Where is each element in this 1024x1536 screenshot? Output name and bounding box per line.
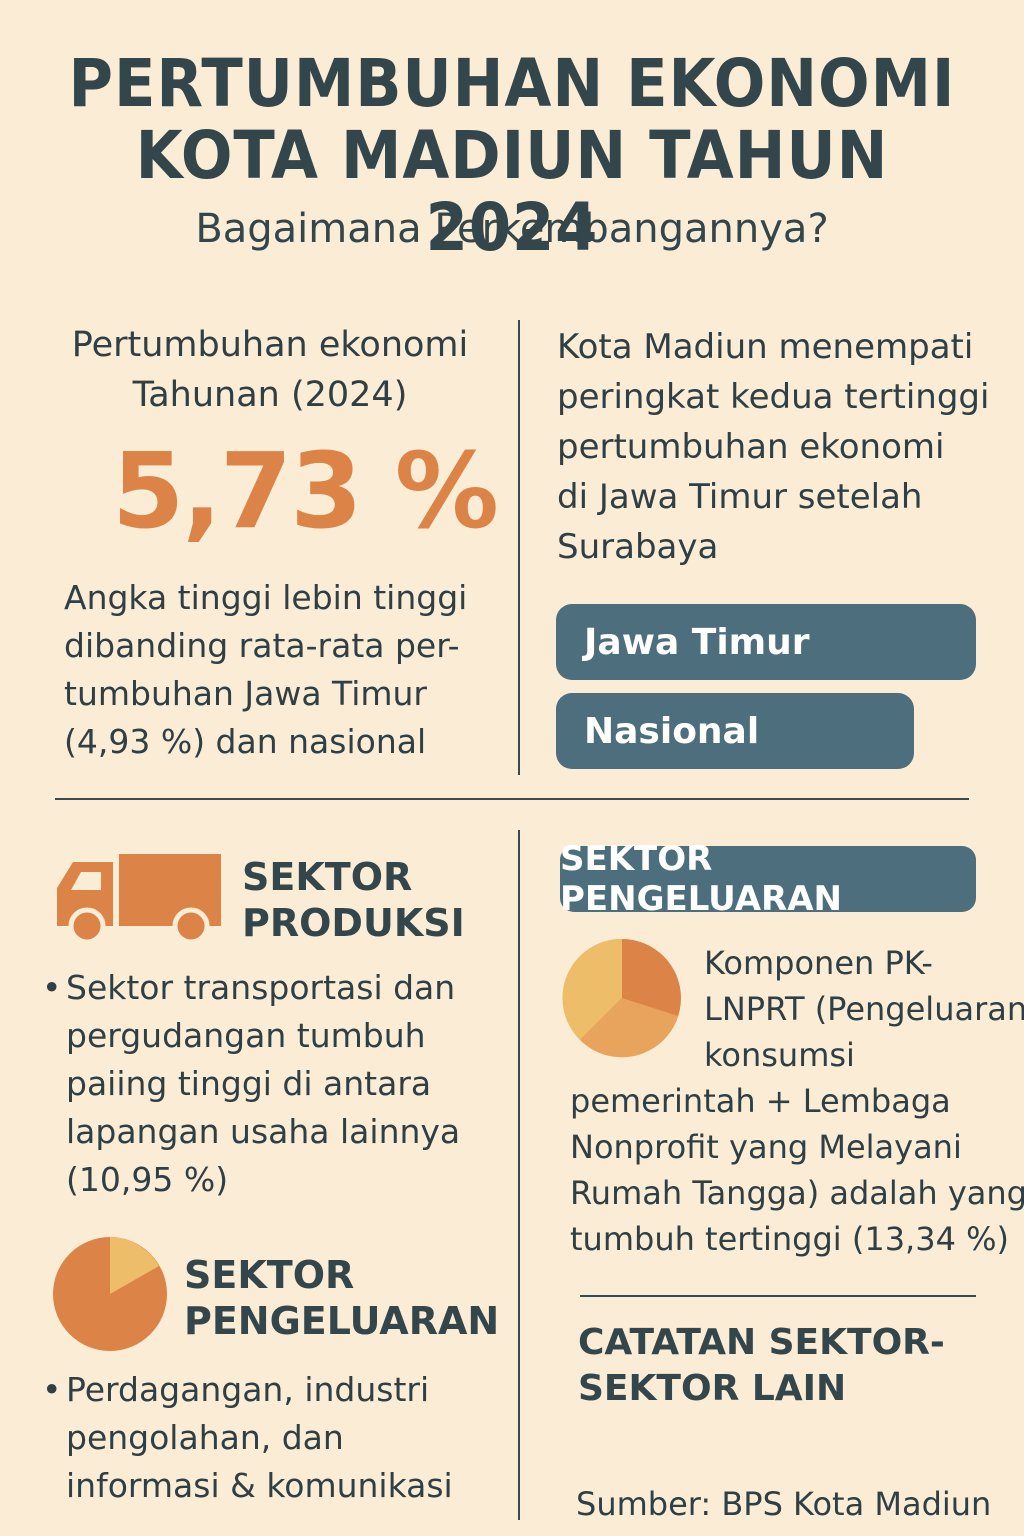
pie-chart-icon (53, 1237, 167, 1351)
bar-nasional: Nasional (556, 693, 914, 769)
produksi-bullet-line: (10,95 %) (66, 1160, 229, 1199)
ranking-desc-line: di Jawa Timur setelah (557, 477, 923, 517)
growth-desc-line: (4,93 %) dan nasional (64, 722, 427, 761)
growth-value: 5,73 % (112, 430, 499, 552)
bullet-dot-icon: • (42, 1370, 62, 1409)
page-subtitle: Bagaimana Perkembangannya? (195, 206, 829, 252)
bottom-vertical-divider (518, 830, 520, 1520)
growth-description: Angka tinggi lebin tinggi dibanding rata… (64, 574, 504, 766)
top-vertical-divider (518, 320, 520, 775)
pengeluaran-right-line: tumbuh tertinggi (13,34 %) (570, 1220, 1009, 1258)
growth-desc-line: tumbuhan Jawa Timur (64, 674, 427, 713)
truck-icon (57, 854, 221, 944)
page-title-line1: PERTUMBUHAN EKONOMI (68, 45, 956, 122)
bar-label: Jawa Timur (584, 621, 810, 663)
pengeluaran-right-tag: SEKTOR PENGELUARAN (560, 839, 976, 919)
source-note: Sumber: BPS Kota Madiun (576, 1485, 992, 1523)
pengeluaran-left-line: pengolahan, dan (66, 1418, 344, 1457)
growth-desc-line: Angka tinggi lebin tinggi (64, 578, 468, 617)
pengeluaran-left-line: Perdagangan, industri (66, 1370, 430, 1409)
pengeluaran-right-line: Nonprofit yang Melayani (570, 1128, 962, 1166)
pengeluaran-right-line: Rumah Tangga) adalah yang (570, 1174, 1024, 1212)
produksi-bullet-line: Sektor transportasi dan (66, 968, 456, 1007)
ranking-desc-line: Surabaya (557, 527, 719, 567)
growth-desc-line: dibanding rata-rata per- (64, 626, 460, 665)
ranking-desc-line: peringkat kedua tertinggi (557, 377, 990, 417)
pengeluaran-left-bullet: • Perdagangan, industri pengolahan, dan … (42, 1366, 512, 1510)
pengeluaran-left-heading: SEKTOR PENGELUARAN (184, 1252, 499, 1344)
bar-jawa-timur: Jawa Timur (556, 604, 976, 680)
pengeluaran-right-desc-top: Komponen PK- LNPRT (Pengeluaran konsumsi (704, 940, 1024, 1078)
catatan-heading-line1: CATATAN SEKTOR- (578, 1322, 945, 1363)
catatan-heading-line2: SEKTOR LAIN (578, 1368, 847, 1409)
growth-heading-line2: Tahunan (2024) (132, 375, 408, 415)
produksi-heading: SEKTOR PRODUKSI (242, 854, 465, 946)
pengeluaran-right-line: konsumsi (704, 1036, 855, 1074)
pengeluaran-right-line: Komponen PK- (704, 944, 933, 982)
pengeluaran-left-heading-line1: SEKTOR (184, 1253, 355, 1297)
catatan-heading: CATATAN SEKTOR- SEKTOR LAIN (578, 1320, 945, 1412)
pengeluaran-right-line: LNPRT (Pengeluaran (704, 990, 1024, 1028)
ranking-description: Kota Madiun menempati peringkat kedua te… (557, 322, 1017, 572)
growth-heading-line1: Pertumbuhan ekonomi (71, 325, 469, 365)
bullet-dot-icon: • (42, 968, 62, 1007)
page-title-line2: KOTA MADIUN TAHUN 2024 (135, 117, 889, 266)
produksi-bullet-line: lapangan usaha lainnya (66, 1112, 461, 1151)
pengeluaran-right-desc-bottom: pemerintah + Lembaga Nonprofit yang Mela… (570, 1078, 1024, 1262)
produksi-bullet-line: pergudangan tumbuh (66, 1016, 426, 1055)
pengeluaran-left-heading-line2: PENGELUARAN (184, 1299, 500, 1343)
right-section-divider (580, 1295, 976, 1297)
ranking-desc-line: pertumbuhan ekonomi (557, 427, 945, 467)
bar-label: Nasional (584, 710, 760, 752)
produksi-heading-line1: SEKTOR (242, 855, 413, 899)
produksi-heading-line2: PRODUKSI (242, 901, 465, 945)
produksi-bullet-line: paiing tinggi di antara (66, 1064, 432, 1103)
pie-chart-icon (562, 938, 681, 1058)
ranking-desc-line: Kota Madiun menempati (557, 327, 974, 367)
pengeluaran-right-line: pemerintah + Lembaga (570, 1082, 951, 1120)
produksi-bullet: • Sektor transportasi dan pergudangan tu… (42, 964, 512, 1204)
growth-panel: Pertumbuhan ekonomi Tahunan (2024) (40, 320, 500, 420)
horizontal-divider (55, 798, 969, 800)
pengeluaran-left-line: informasi & komunikasi (66, 1466, 453, 1505)
